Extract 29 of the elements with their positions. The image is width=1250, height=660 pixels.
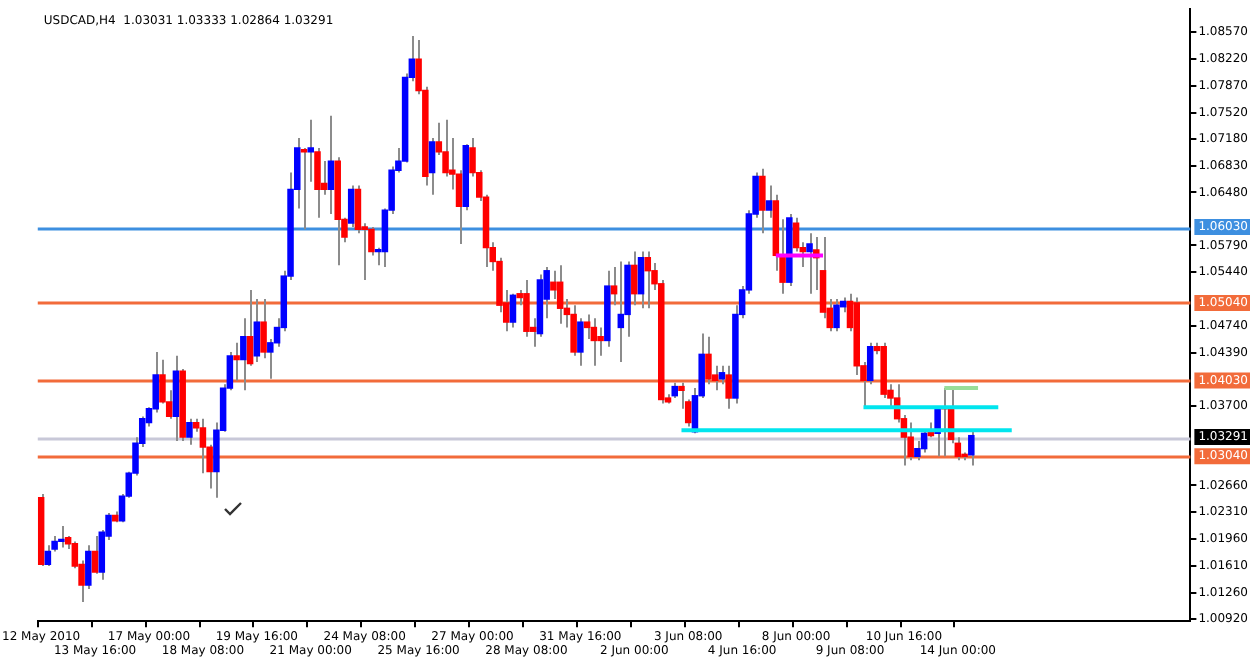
candlestick [725, 364, 732, 410]
candlestick [705, 335, 712, 386]
candlestick [253, 298, 261, 363]
candlestick [819, 235, 827, 320]
candlestick [300, 147, 308, 231]
candlestick [550, 269, 557, 301]
candlestick [597, 326, 604, 357]
candlestick [523, 278, 530, 338]
candlestick [240, 317, 247, 392]
candlestick [806, 232, 813, 295]
candlestick [91, 535, 99, 575]
candlestick [833, 298, 840, 333]
candlestick [58, 525, 65, 549]
candlestick [759, 167, 766, 235]
candlestick [509, 292, 517, 329]
candlestick [968, 430, 975, 467]
candlestick [186, 417, 193, 446]
candlestick [233, 341, 240, 382]
candlestick [327, 114, 335, 215]
candlestick [637, 250, 645, 310]
candlestick [556, 264, 564, 325]
candlestick [631, 250, 638, 307]
candlestick [914, 439, 921, 462]
candlestick [583, 313, 591, 340]
candlestick [765, 184, 773, 219]
candlestick [577, 317, 584, 367]
candlestick [172, 354, 180, 442]
candlestick [907, 421, 914, 462]
candlestick [199, 417, 207, 475]
